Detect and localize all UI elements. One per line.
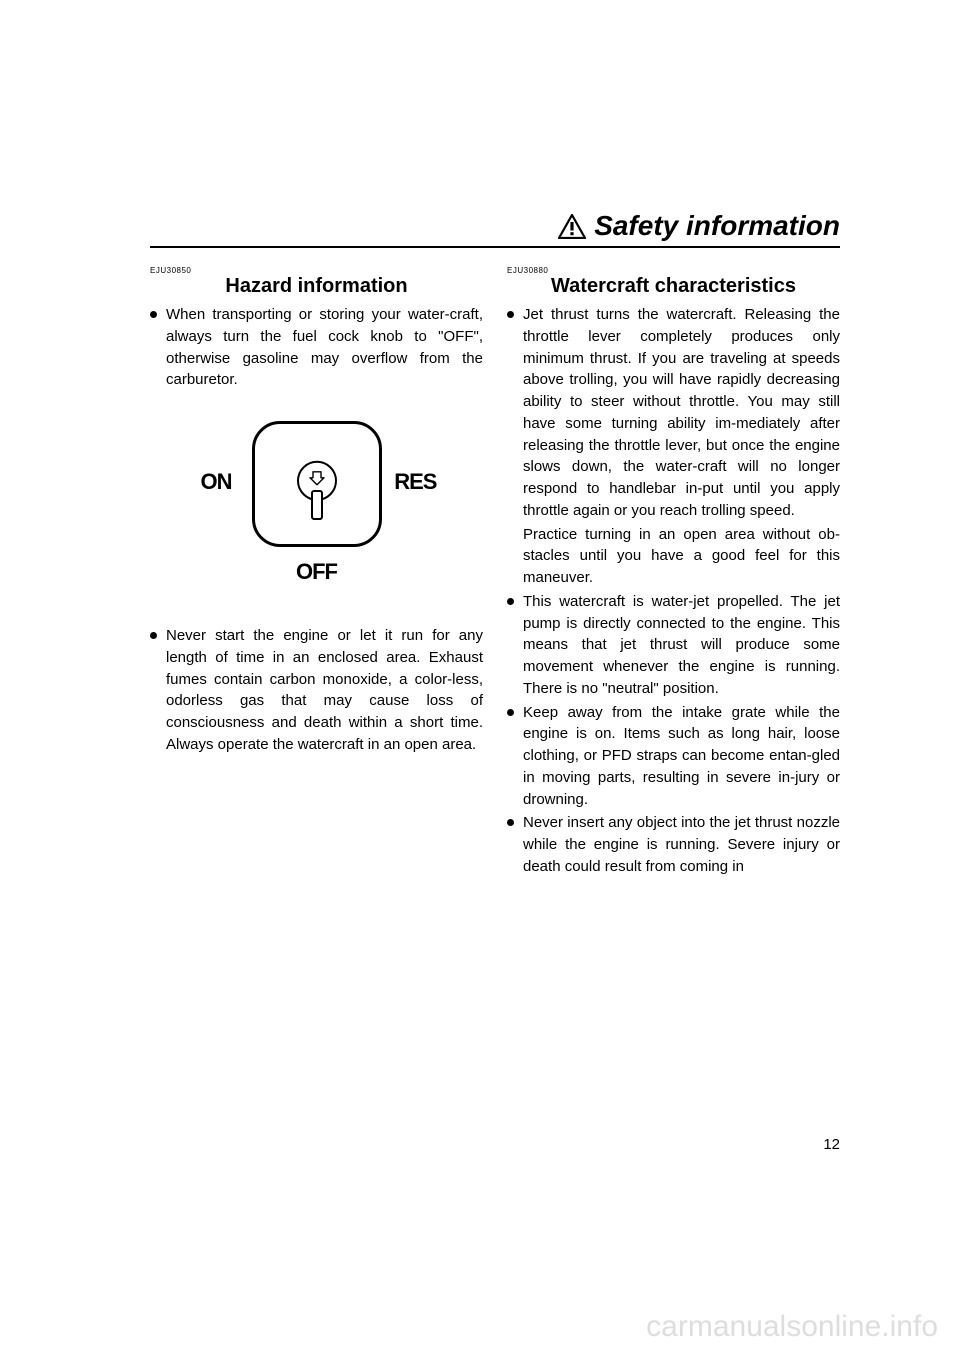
section-ref-code: EJU30880	[507, 266, 840, 275]
list-item: Jet thrust turns the watercraft. Releasi…	[507, 304, 840, 522]
watermark-text: carmanualsonline.info	[646, 1310, 938, 1344]
label-off: OFF	[296, 559, 337, 585]
fuel-cock-body	[252, 421, 382, 547]
list-item: Never start the engine or let it run for…	[150, 625, 483, 756]
list-item: Never insert any object into the jet thr…	[507, 812, 840, 877]
page-header: Safety information	[150, 210, 840, 248]
fuel-cock-diagram: ON RES OFF	[197, 415, 437, 595]
left-column: EJU30850 Hazard information When transpo…	[150, 266, 483, 880]
list-item-continuation: Practice turning in an open area without…	[507, 524, 840, 589]
fuel-cock-stem	[311, 490, 323, 520]
list-item: Keep away from the intake grate while th…	[507, 702, 840, 811]
label-on: ON	[201, 469, 232, 495]
right-column: EJU30880 Watercraft characteristics Jet …	[507, 266, 840, 880]
section-heading-characteristics: Watercraft characteristics	[507, 275, 840, 298]
list-item: When transporting or storing your water-…	[150, 304, 483, 391]
characteristics-bullet-list: This watercraft is water-jet propelled. …	[507, 591, 840, 878]
page-number: 12	[823, 1136, 840, 1153]
label-res: RES	[394, 469, 436, 495]
hazard-bullet-list: When transporting or storing your water-…	[150, 304, 483, 391]
section-ref-code: EJU30850	[150, 266, 483, 275]
section-heading-hazard: Hazard information	[150, 275, 483, 298]
manual-page: Safety information EJU30850 Hazard infor…	[0, 0, 960, 1358]
page-header-title: Safety information	[150, 210, 840, 242]
page-header-text: Safety information	[594, 210, 840, 242]
warning-triangle-icon	[558, 214, 586, 239]
arrow-down-icon	[309, 470, 325, 491]
content-columns: EJU30850 Hazard information When transpo…	[150, 266, 840, 880]
list-item: This watercraft is water-jet propelled. …	[507, 591, 840, 700]
characteristics-bullet-list: Jet thrust turns the watercraft. Releasi…	[507, 304, 840, 522]
hazard-bullet-list-2: Never start the engine or let it run for…	[150, 625, 483, 756]
